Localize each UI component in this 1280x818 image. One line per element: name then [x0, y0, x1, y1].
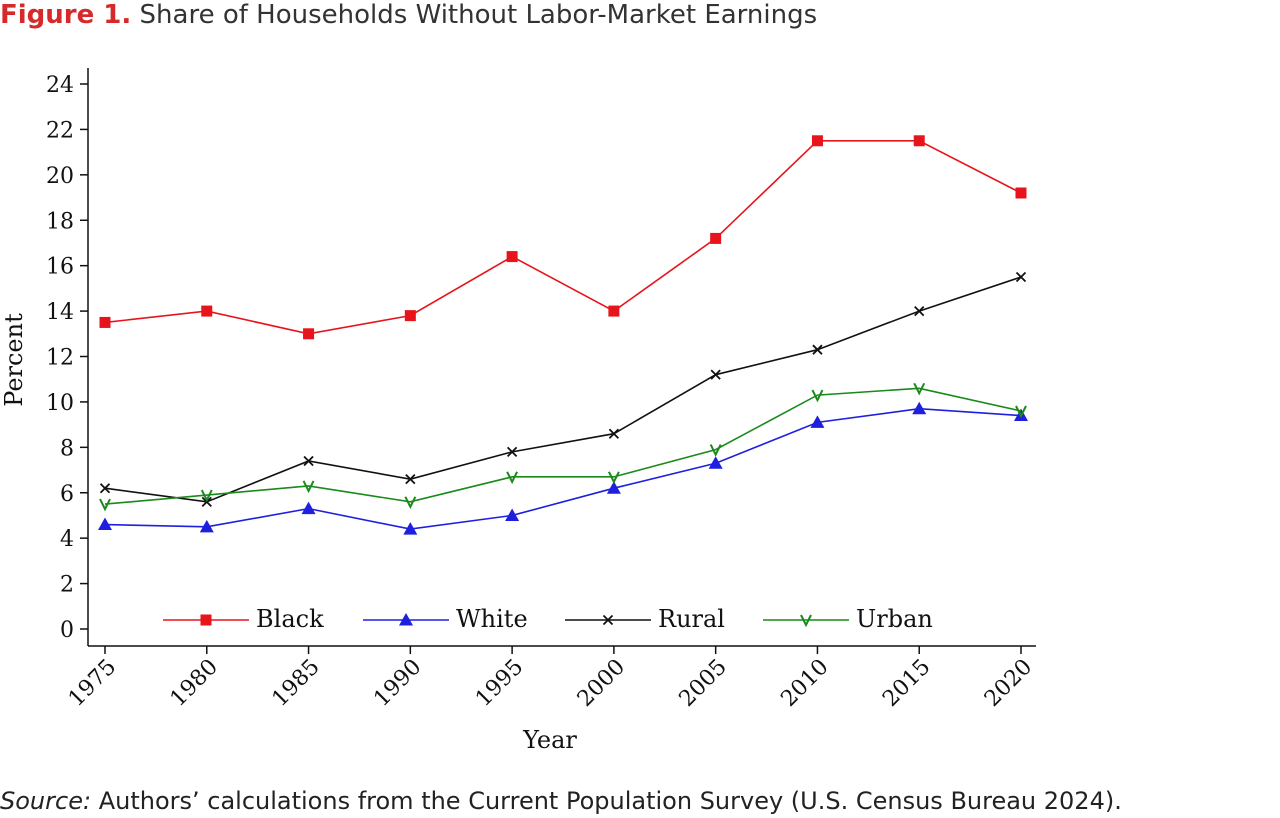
x-tick-label: 1995 — [471, 655, 528, 712]
data-point-urban — [1015, 405, 1027, 419]
series-line-urban — [104, 387, 1022, 505]
x-tick-label: 2000 — [573, 655, 630, 712]
data-point-rural — [506, 446, 518, 458]
series-urban — [99, 382, 1027, 512]
x-tick-label: 2005 — [675, 655, 732, 712]
data-point-black — [913, 135, 925, 147]
data-point-urban — [913, 382, 926, 396]
x-tick-label: 2010 — [776, 655, 833, 712]
chart-legend: Black White Rural Urban — [163, 605, 933, 633]
data-point-rural — [608, 428, 620, 439]
data-point-white — [505, 508, 520, 521]
data-point-black — [404, 310, 416, 322]
x-tick-label: 1975 — [64, 655, 121, 712]
legend-item-urban: Urban — [763, 605, 933, 633]
x-tick-label: 2020 — [980, 655, 1037, 712]
series-line-rural — [104, 276, 1022, 503]
data-point-white — [708, 456, 723, 469]
data-point-rural — [99, 483, 111, 494]
source-note: Source: Authors’ calculations from the C… — [0, 786, 1122, 816]
x-axis-label: Year — [522, 726, 577, 754]
data-point-rural — [303, 455, 314, 467]
x-tick-label: 1985 — [268, 655, 325, 712]
x-tick-label: 2015 — [878, 655, 935, 712]
data-point-black — [608, 305, 620, 317]
data-point-black — [303, 328, 315, 340]
data-point-black — [1015, 187, 1027, 199]
y-tick-label: 20 — [46, 164, 74, 189]
data-point-urban — [811, 389, 824, 403]
data-point-rural — [812, 344, 823, 355]
x-tick-label: 1980 — [166, 655, 223, 712]
series-black — [99, 135, 1027, 340]
x-tick-label: 1990 — [369, 655, 426, 712]
legend-marker-rural — [602, 614, 614, 626]
data-point-urban — [99, 498, 111, 512]
data-point-rural — [710, 369, 721, 380]
data-point-rural — [405, 473, 416, 485]
data-point-white — [606, 481, 621, 494]
series-line-black — [104, 139, 1022, 335]
y-tick-label: 18 — [46, 209, 74, 234]
chart-series-layer — [98, 135, 1028, 535]
y-tick-label: 2 — [60, 573, 74, 598]
data-point-white — [810, 415, 825, 428]
source-label: Source: — [0, 787, 92, 815]
data-point-white — [301, 501, 316, 515]
y-tick-label: 14 — [46, 300, 74, 325]
data-point-urban — [404, 496, 417, 510]
legend-label-white: White — [456, 605, 528, 633]
data-point-urban — [200, 489, 213, 503]
data-point-white — [403, 522, 418, 535]
figure-label: Figure 1. — [0, 0, 132, 30]
y-tick-label: 4 — [60, 527, 74, 552]
y-tick-label: 22 — [46, 118, 74, 143]
data-point-black — [99, 316, 111, 328]
legend-marker-white — [399, 613, 413, 626]
data-point-black — [201, 305, 213, 317]
data-point-black — [710, 232, 722, 244]
legend-label-rural: Rural — [658, 605, 725, 633]
series-rural — [99, 271, 1027, 507]
legend-item-white: White — [363, 605, 528, 633]
y-tick-label: 0 — [60, 618, 74, 643]
data-point-urban — [607, 471, 620, 485]
data-point-black — [811, 135, 823, 147]
data-point-white — [199, 519, 214, 533]
figure-title: Figure 1. Share of Households Without La… — [0, 0, 817, 30]
series-line-white — [104, 407, 1022, 530]
data-point-white — [98, 517, 112, 531]
data-point-urban — [709, 444, 722, 457]
data-point-black — [506, 251, 518, 263]
figure-title-text: Share of Households Without Labor-Market… — [139, 0, 818, 30]
legend-item-rural: Rural — [565, 605, 725, 633]
y-tick-label: 8 — [60, 436, 74, 461]
data-point-urban — [506, 471, 519, 485]
y-tick-label: 24 — [46, 73, 74, 98]
y-tick-label: 16 — [46, 255, 74, 280]
y-tick-label: 12 — [46, 346, 74, 371]
data-point-rural — [914, 305, 925, 317]
y-tick-label: 10 — [46, 391, 74, 416]
data-point-urban — [302, 480, 315, 494]
data-point-rural — [1015, 271, 1027, 283]
y-tick-label: 6 — [60, 482, 74, 507]
legend-label-urban: Urban — [856, 605, 933, 633]
legend-label-black: Black — [256, 605, 324, 633]
series-white — [98, 401, 1028, 535]
source-text: Authors’ calculations from the Current P… — [98, 787, 1122, 815]
data-point-white — [912, 401, 927, 415]
legend-item-black: Black — [163, 605, 324, 633]
legend-marker-black — [200, 614, 212, 626]
y-axis-label: Percent — [0, 313, 28, 407]
legend-marker-urban — [800, 614, 812, 628]
